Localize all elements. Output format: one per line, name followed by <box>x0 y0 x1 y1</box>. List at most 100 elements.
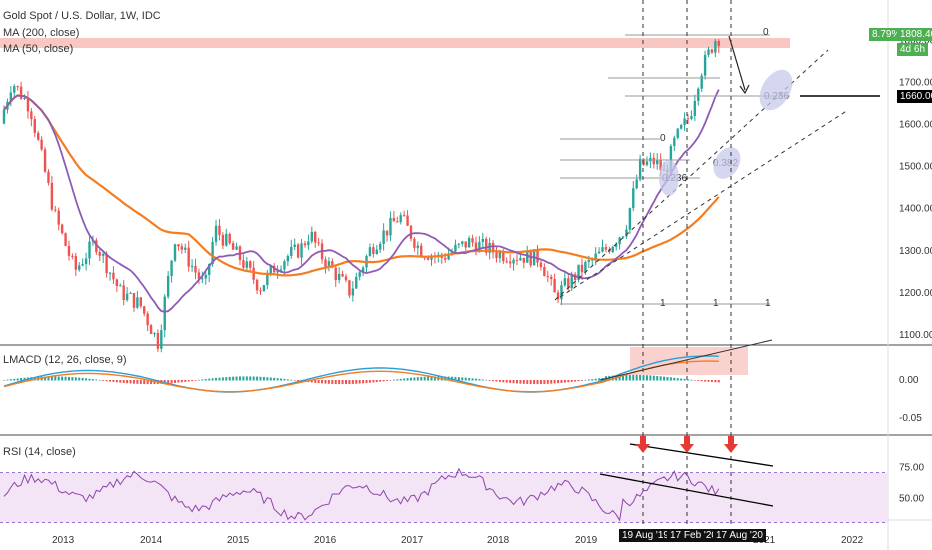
candle-body <box>430 256 433 260</box>
candle-body <box>611 246 614 253</box>
candle-body <box>78 265 81 270</box>
rsi-band <box>0 472 888 523</box>
candle-body <box>255 279 259 291</box>
candle-body <box>327 261 331 268</box>
candle-body <box>522 257 526 263</box>
macd-histogram-bar <box>50 376 53 381</box>
macd-histogram-bar <box>321 380 324 384</box>
candle-body <box>519 257 522 261</box>
candle-body <box>88 241 91 259</box>
macd-histogram-bar <box>218 377 221 381</box>
candle-body <box>307 241 310 246</box>
candle-body <box>402 215 406 217</box>
macd-histogram-bar <box>351 380 354 384</box>
macd-histogram-bar <box>505 380 508 383</box>
macd-histogram-bar <box>526 380 529 384</box>
candle-body <box>638 158 642 180</box>
macd-histogram-bar <box>567 380 570 383</box>
price-axis-label: 1500.00 <box>899 162 932 173</box>
candle-body <box>262 285 266 292</box>
macd-zone <box>630 347 748 375</box>
macd-histogram-bar <box>386 380 389 381</box>
macd-histogram-bar <box>687 379 689 381</box>
candle-body <box>594 253 597 260</box>
macd-histogram-bar <box>245 376 248 381</box>
candle-body <box>50 182 54 210</box>
price-axis-label: 1200.00 <box>899 288 932 299</box>
macd-histogram-bar <box>683 378 686 381</box>
macd-histogram-bar <box>454 376 457 381</box>
x-tick-label: 2018 <box>487 535 510 546</box>
last-price-tag: 1808.40 <box>897 28 932 41</box>
macd-histogram-bar <box>115 380 118 383</box>
macd-axis-label: 0.00 <box>899 375 919 386</box>
fib-label: 1 <box>660 298 666 309</box>
candle-body <box>57 210 60 225</box>
macd-histogram-bar <box>666 376 669 381</box>
candle-body <box>375 249 378 254</box>
macd-histogram-bar <box>430 376 433 381</box>
macd-histogram-bar <box>232 376 235 381</box>
macd-histogram-bar <box>420 376 423 381</box>
candle-body <box>108 272 112 274</box>
candle-body <box>112 272 115 280</box>
macd-line <box>3 355 719 393</box>
macd-histogram-bar <box>225 377 228 381</box>
macd-histogram-bar <box>208 378 211 381</box>
fib-label: 0 <box>660 133 666 144</box>
candle-body <box>221 234 225 246</box>
candle-body <box>396 221 399 223</box>
macd-histogram-bar <box>498 380 501 382</box>
candle-body <box>399 215 402 223</box>
macd-histogram-bar <box>693 380 696 381</box>
macd-histogram-bar <box>180 380 183 383</box>
candle-body <box>471 238 474 243</box>
macd-histogram-bar <box>211 378 214 381</box>
macd-histogram-bar <box>174 380 176 383</box>
macd-histogram-bar <box>423 376 426 381</box>
macd-histogram-bar <box>375 380 378 383</box>
candle-body <box>187 247 190 267</box>
candle-body <box>351 288 355 296</box>
macd-histogram-bar <box>334 380 337 385</box>
highlight-ellipse <box>713 147 741 179</box>
macd-histogram-bar <box>529 380 532 385</box>
candle-body <box>604 247 608 250</box>
candle-body <box>9 92 13 102</box>
macd-histogram-bar <box>44 376 47 381</box>
macd-histogram-bar <box>9 379 12 381</box>
macd-histogram-bar <box>635 374 638 381</box>
candle-body <box>249 261 252 268</box>
candle-body <box>324 259 327 268</box>
candle-body <box>125 293 129 301</box>
macd-histogram-bar <box>509 380 512 383</box>
x-tick-label: 2022 <box>841 535 864 546</box>
macd-histogram-bar <box>512 380 515 384</box>
macd-histogram-bar <box>416 377 419 381</box>
macd-histogram-bar <box>557 380 560 384</box>
candle-body <box>693 100 697 116</box>
candle-body <box>23 98 26 100</box>
rsi-axis-label: 75.00 <box>899 462 924 473</box>
candle-body <box>290 246 293 256</box>
macd-histogram-bar <box>652 375 655 381</box>
price-axis-label: 1700.00 <box>899 77 932 88</box>
candle-body <box>409 225 413 239</box>
ma200-legend: MA (200, close) <box>3 27 80 39</box>
macd-histogram-bar <box>478 379 481 381</box>
candle-body <box>526 250 529 263</box>
macd-histogram-bar <box>228 376 231 381</box>
price-axis-label: 1300.00 <box>899 246 932 257</box>
macd-histogram-bar <box>546 380 549 384</box>
rsi-axis-label: 50.00 <box>899 494 924 505</box>
x-tick-label: 2015 <box>227 535 250 546</box>
x-tick-label: 2017 <box>401 535 424 546</box>
candle-body <box>505 261 508 263</box>
fib-label: 1 <box>713 298 719 309</box>
macd-histogram-bar <box>427 376 430 381</box>
macd-histogram-bar <box>139 380 142 384</box>
candle-body <box>194 266 197 273</box>
candle-body <box>601 247 604 252</box>
macd-histogram-bar <box>204 379 207 381</box>
candle-body <box>197 272 201 279</box>
